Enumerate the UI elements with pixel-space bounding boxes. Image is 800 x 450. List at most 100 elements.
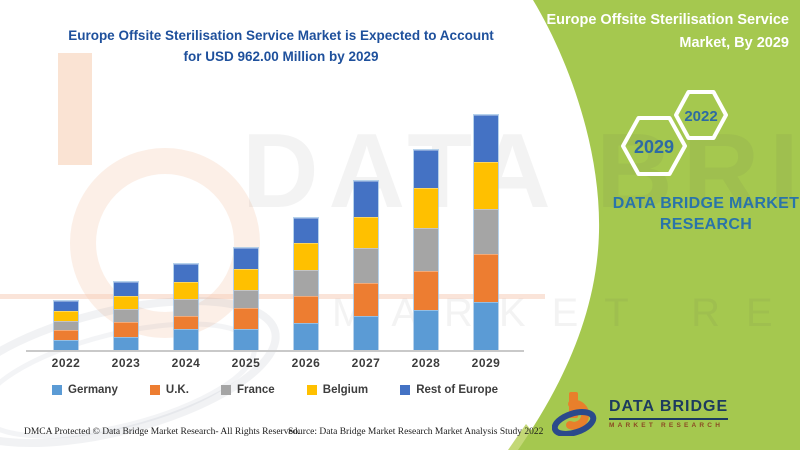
bar-segment-belgium-2023 xyxy=(114,296,138,309)
legend-item-u-k: U.K. xyxy=(149,384,189,396)
bar-segment-rest-of-europe-2024 xyxy=(174,264,198,282)
data-bridge-logo-icon xyxy=(552,392,597,436)
bar-segment-germany-2028 xyxy=(414,310,438,350)
bar-segment-france-2027 xyxy=(354,248,378,283)
stacked-bar-2028 xyxy=(414,150,438,350)
hexagon-2022-icon xyxy=(674,90,728,140)
x-label-2026: 2026 xyxy=(291,356,321,370)
logo-subtitle: MARKET RESEARCH xyxy=(609,421,724,429)
panel-title: Europe Offsite Sterilisation Service Mar… xyxy=(535,9,789,55)
watermark-swoosh-icon xyxy=(0,296,280,448)
watermark-logo-stem xyxy=(58,53,92,165)
x-label-2022: 2022 xyxy=(51,356,81,370)
bar-segment-france-2025 xyxy=(234,290,258,308)
hexagon-2029-icon xyxy=(621,116,687,176)
legend-swatch-u-k xyxy=(149,385,160,395)
bar-column-2022 xyxy=(36,110,96,350)
bar-segment-u-k-2024 xyxy=(174,316,198,329)
legend-item-rest-of-europe: Rest of Europe xyxy=(400,384,498,396)
bar-segment-germany-2024 xyxy=(174,329,198,350)
bar-segment-u-k-2028 xyxy=(414,271,438,310)
hexagon-large-label: 2029 xyxy=(634,137,674,157)
bar-segment-rest-of-europe-2023 xyxy=(114,282,138,296)
logo-text-block: DATA BRIDGE MARKET RESEARCH xyxy=(609,398,729,429)
bar-segment-u-k-2026 xyxy=(294,296,318,323)
legend-label-rest-of-europe: Rest of Europe xyxy=(416,384,498,396)
bar-column-2028 xyxy=(396,110,456,350)
watermark-text-secondary: MARKET RESEARCH xyxy=(332,291,800,335)
bar-segment-belgium-2027 xyxy=(354,217,378,248)
bar-segment-u-k-2027 xyxy=(354,283,378,316)
bar-segment-rest-of-europe-2029 xyxy=(474,115,498,162)
bar-segment-belgium-2024 xyxy=(174,282,198,299)
chart-title-line2: for USD 962.00 Million by 2029 xyxy=(183,48,379,64)
stacked-bar-chart xyxy=(36,110,516,350)
bar-segment-france-2029 xyxy=(474,209,498,254)
bar-segment-germany-2027 xyxy=(354,316,378,350)
stacked-bar-2027 xyxy=(354,181,378,350)
bar-segment-belgium-2029 xyxy=(474,162,498,209)
bar-column-2025 xyxy=(216,110,276,350)
bar-segment-belgium-2026 xyxy=(294,243,318,270)
chart-title-line1: Europe Offsite Sterilisation Service Mar… xyxy=(68,28,494,43)
bar-segment-rest-of-europe-2027 xyxy=(354,181,378,217)
stacked-bar-2023 xyxy=(114,282,138,350)
bar-column-2023 xyxy=(96,110,156,350)
x-axis-labels: 2022 2023 2024 2025 2026 2027 2028 2029 xyxy=(36,356,516,370)
bar-segment-france-2023 xyxy=(114,309,138,322)
footer-dmca-text: DMCA Protected © Data Bridge Market Rese… xyxy=(24,427,300,437)
bar-segment-belgium-2022 xyxy=(54,311,78,321)
bar-segment-france-2026 xyxy=(294,270,318,296)
bar-segment-germany-2026 xyxy=(294,323,318,350)
panel-title-line2: Market, By 2029 xyxy=(679,35,789,52)
legend-item-france: France xyxy=(220,384,275,396)
chart-title: Europe Offsite Sterilisation Service Mar… xyxy=(38,26,524,68)
bar-segment-u-k-2022 xyxy=(54,330,78,340)
bar-segment-u-k-2025 xyxy=(234,308,258,329)
bar-segment-germany-2022 xyxy=(54,340,78,350)
legend-item-belgium: Belgium xyxy=(306,384,369,396)
hexagon-small-label: 2022 xyxy=(684,108,717,125)
logo-name: DATA BRIDGE xyxy=(609,398,729,420)
bar-segment-u-k-2023 xyxy=(114,322,138,337)
legend-label-belgium: Belgium xyxy=(322,384,369,396)
x-label-2028: 2028 xyxy=(411,356,441,370)
bar-column-2026 xyxy=(276,110,336,350)
bar-column-2029 xyxy=(456,110,516,350)
brand-text: DATA BRIDGE MARKET RESEARCH xyxy=(612,195,800,233)
x-label-2027: 2027 xyxy=(351,356,381,370)
x-label-2024: 2024 xyxy=(171,356,201,370)
bar-segment-u-k-2029 xyxy=(474,254,498,302)
bar-segment-rest-of-europe-2025 xyxy=(234,248,258,269)
legend-swatch-germany xyxy=(52,385,62,395)
chart-legend: Germany U.K. France Belgium Rest of Europe xyxy=(52,384,498,396)
x-label-2025: 2025 xyxy=(231,356,261,370)
legend-label-france: France xyxy=(236,384,275,396)
legend-label-germany: Germany xyxy=(68,384,118,396)
bar-segment-rest-of-europe-2026 xyxy=(294,218,318,243)
bar-segment-france-2024 xyxy=(174,299,198,316)
x-axis-line xyxy=(26,350,524,352)
company-logo: DATA BRIDGE MARKET RESEARCH xyxy=(552,390,729,436)
bar-column-2024 xyxy=(156,110,216,350)
watermark-logo-bowl xyxy=(70,148,260,338)
x-label-2029: 2029 xyxy=(471,356,501,370)
watermark-accent-line xyxy=(0,294,545,299)
legend-swatch-belgium xyxy=(306,385,317,395)
green-panel-shape xyxy=(518,0,800,450)
legend-swatch-rest-of-europe xyxy=(400,385,411,395)
legend-item-germany: Germany xyxy=(52,384,118,396)
legend-swatch-france xyxy=(220,385,231,395)
footer-source-text: Source: Data Bridge Market Research Mark… xyxy=(288,427,544,437)
stacked-bar-2022 xyxy=(54,301,78,350)
legend-label-u-k: U.K. xyxy=(165,384,189,396)
bar-column-2027 xyxy=(336,110,396,350)
stacked-bar-2024 xyxy=(174,264,198,350)
bar-segment-belgium-2028 xyxy=(414,188,438,228)
bar-segment-rest-of-europe-2028 xyxy=(414,150,438,188)
bar-segment-germany-2023 xyxy=(114,337,138,350)
panel-title-line1: Europe Offsite Sterilisation Service xyxy=(546,12,789,28)
